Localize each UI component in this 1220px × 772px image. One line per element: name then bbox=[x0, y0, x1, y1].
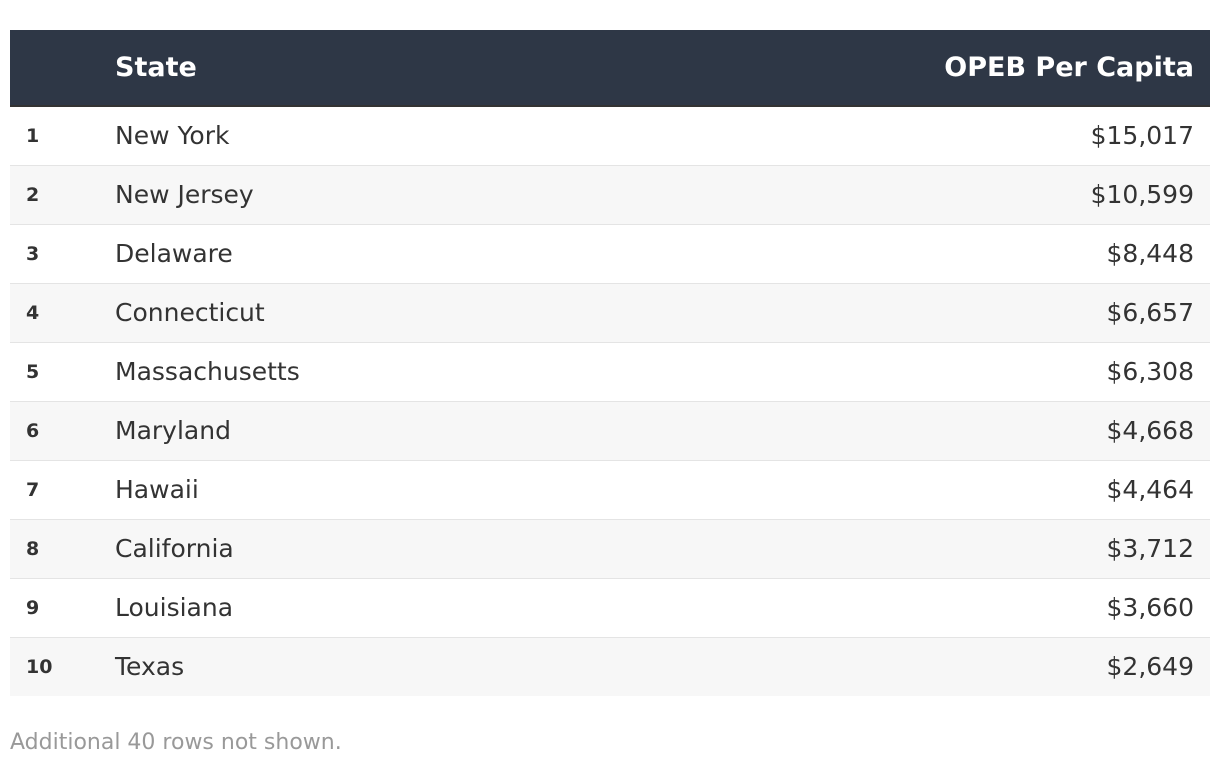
table-row: 6 Maryland $4,668 bbox=[10, 401, 1210, 460]
header-opeb-per-capita[interactable]: OPEB Per Capita bbox=[944, 52, 1194, 83]
row-state: New York bbox=[115, 121, 230, 151]
row-state: Hawaii bbox=[115, 475, 199, 504]
row-state: Maryland bbox=[115, 416, 231, 445]
table-row: 7 Hawaii $4,464 bbox=[10, 460, 1210, 519]
row-value: $8,448 bbox=[1106, 239, 1194, 268]
row-value: $4,668 bbox=[1106, 416, 1194, 445]
table-row: 4 Connecticut $6,657 bbox=[10, 283, 1210, 342]
row-state: Texas bbox=[115, 652, 185, 682]
header-state[interactable]: State bbox=[115, 52, 197, 83]
row-state: New Jersey bbox=[115, 180, 254, 209]
row-state: Delaware bbox=[115, 239, 233, 268]
table-row: 10 Texas $2,649 bbox=[10, 637, 1210, 696]
row-state: Massachusetts bbox=[115, 357, 300, 386]
header-rank bbox=[10, 30, 115, 106]
row-value: $4,464 bbox=[1106, 475, 1194, 504]
row-value: $2,649 bbox=[1106, 652, 1194, 682]
row-value: $6,657 bbox=[1106, 298, 1194, 327]
row-value: $3,712 bbox=[1106, 534, 1194, 563]
table-row: 1 New York $15,017 bbox=[10, 106, 1210, 165]
row-state: Louisiana bbox=[115, 593, 234, 622]
table-row: 9 Louisiana $3,660 bbox=[10, 578, 1210, 637]
row-rank: 2 bbox=[26, 183, 40, 206]
table-row: 3 Delaware $8,448 bbox=[10, 224, 1210, 283]
row-rank: 4 bbox=[26, 301, 40, 324]
row-state: Connecticut bbox=[115, 298, 265, 327]
table-row: 2 New Jersey $10,599 bbox=[10, 165, 1210, 224]
footer-note: Additional 40 rows not shown. bbox=[10, 730, 342, 755]
table-row: 8 California $3,712 bbox=[10, 519, 1210, 578]
row-value: $6,308 bbox=[1106, 357, 1194, 386]
table-header-row: State OPEB Per Capita bbox=[10, 30, 1210, 106]
row-value: $3,660 bbox=[1106, 593, 1194, 622]
row-rank: 6 bbox=[26, 419, 40, 442]
row-rank: 1 bbox=[26, 124, 40, 147]
row-state: California bbox=[115, 534, 234, 563]
row-rank: 10 bbox=[26, 655, 53, 678]
row-value: $10,599 bbox=[1090, 180, 1194, 209]
row-rank: 7 bbox=[26, 478, 40, 501]
row-rank: 8 bbox=[26, 537, 40, 560]
row-rank: 9 bbox=[26, 596, 40, 619]
row-rank: 3 bbox=[26, 242, 40, 265]
data-table: State OPEB Per Capita 1 New York $15,017 2 N… bbox=[10, 30, 1210, 696]
data-table-container: State OPEB Per Capita 1 New York $15,017 2 N… bbox=[10, 30, 1210, 696]
row-rank: 5 bbox=[26, 360, 40, 383]
table-row: 5 Massachusetts $6,308 bbox=[10, 342, 1210, 401]
row-value: $15,017 bbox=[1090, 121, 1194, 151]
